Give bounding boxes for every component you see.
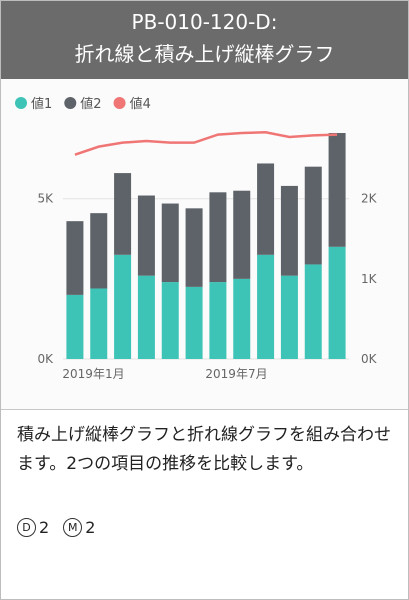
card-title-code: PB-010-120-D:	[131, 10, 278, 34]
card-header: PB-010-120-D: 折れ線と積み上げ縦棒グラフ	[1, 1, 408, 79]
bar-value1	[114, 254, 132, 359]
card-description: 積み上げ縦棒グラフと折れ線グラフを組み合わせます。2つの項目の推移を比較します。	[17, 425, 391, 474]
d-count: 2	[39, 518, 50, 537]
y-right-tick-label: 2K	[361, 192, 378, 206]
bar-value1	[233, 278, 251, 359]
m-count: 2	[85, 518, 96, 537]
bar-value1	[137, 275, 155, 359]
bar-value1	[185, 286, 203, 359]
bar-value1	[209, 282, 227, 359]
bar-value2	[137, 195, 155, 276]
m-badge-icon: M	[63, 518, 83, 537]
bar-value1	[66, 294, 84, 359]
x-tick-label: 2019年7月	[205, 367, 267, 381]
y-right-tick-label: 1K	[361, 272, 378, 286]
bar-value2	[209, 192, 227, 283]
bar-value1	[280, 275, 298, 359]
d-badge-icon: D	[17, 518, 36, 537]
legend-marker-2	[64, 97, 77, 109]
bar-value1	[328, 246, 346, 359]
legend-label-1: 値1	[31, 96, 52, 112]
bar-value1	[90, 288, 108, 359]
bar-value2	[90, 213, 108, 289]
bar-value2	[328, 133, 346, 247]
bar-value2	[114, 173, 132, 255]
bar-value2	[257, 163, 275, 255]
bar-value2	[185, 208, 203, 287]
card-title: 折れ線と積み上げ縦棒グラフ	[74, 42, 335, 66]
legend-label-2: 値2	[80, 96, 101, 112]
bar-value2	[66, 221, 84, 295]
legend-marker-3	[113, 97, 126, 109]
bar-value1	[304, 264, 322, 359]
bar-value1	[257, 254, 275, 359]
y-left-tick-label: 0K	[37, 352, 54, 366]
legend-marker-1	[15, 97, 27, 109]
bar-value2	[304, 166, 322, 265]
legend-label-3: 値4	[130, 96, 151, 112]
chart-area: 値1 値2 値4 0K 5K 0K 1K 2K 2019年1月 2019年7月	[1, 79, 408, 409]
y-left-tick-label: 5K	[37, 192, 54, 206]
combo-chart: 値1 値2 値4 0K 5K 0K 1K 2K 2019年1月 2019年7月	[15, 96, 378, 381]
bar-value2	[280, 185, 298, 276]
divider	[1, 409, 408, 410]
series-line-value4	[74, 130, 338, 156]
x-tick-label: 2019年1月	[62, 367, 124, 381]
y-right-tick-label: 0K	[361, 352, 378, 366]
bar-value2	[233, 190, 251, 279]
bar-value1	[161, 282, 179, 359]
bar-value2	[161, 203, 179, 283]
